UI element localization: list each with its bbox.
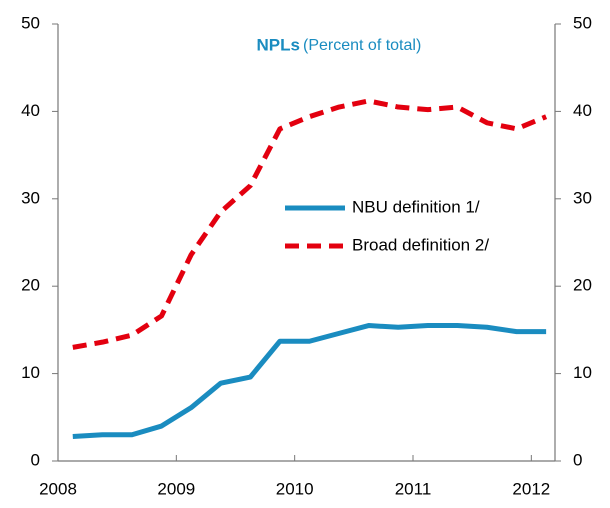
y2-tick-label: 20 xyxy=(573,276,592,295)
chart-subtitle: (Percent of total) xyxy=(303,37,421,54)
y2-tick-label: 10 xyxy=(573,363,592,382)
x-tick-label: 2008 xyxy=(39,479,77,498)
data-line xyxy=(72,323,547,440)
chart-title: NPLs xyxy=(257,35,300,54)
y2-tick-label: 0 xyxy=(573,450,582,469)
y-tick-label: 30 xyxy=(21,188,40,207)
x-tick-label: 2012 xyxy=(512,479,550,498)
y-tick-label: 50 xyxy=(21,13,40,32)
data-line xyxy=(72,98,548,350)
x-tick-label: 2009 xyxy=(157,479,195,498)
legend-label: NBU definition 1/ xyxy=(352,197,480,216)
legend-label: Broad definition 2/ xyxy=(352,235,489,254)
y2-tick-label: 50 xyxy=(573,13,592,32)
y-tick-label: 10 xyxy=(21,363,40,382)
y-tick-label: 0 xyxy=(31,450,40,469)
x-tick-label: 2011 xyxy=(395,479,432,498)
x-tick-label: 2010 xyxy=(276,479,314,498)
y-tick-label: 40 xyxy=(21,101,40,120)
y-tick-label: 20 xyxy=(21,276,40,295)
y2-tick-label: 40 xyxy=(573,101,592,120)
y2-tick-label: 30 xyxy=(573,188,592,207)
